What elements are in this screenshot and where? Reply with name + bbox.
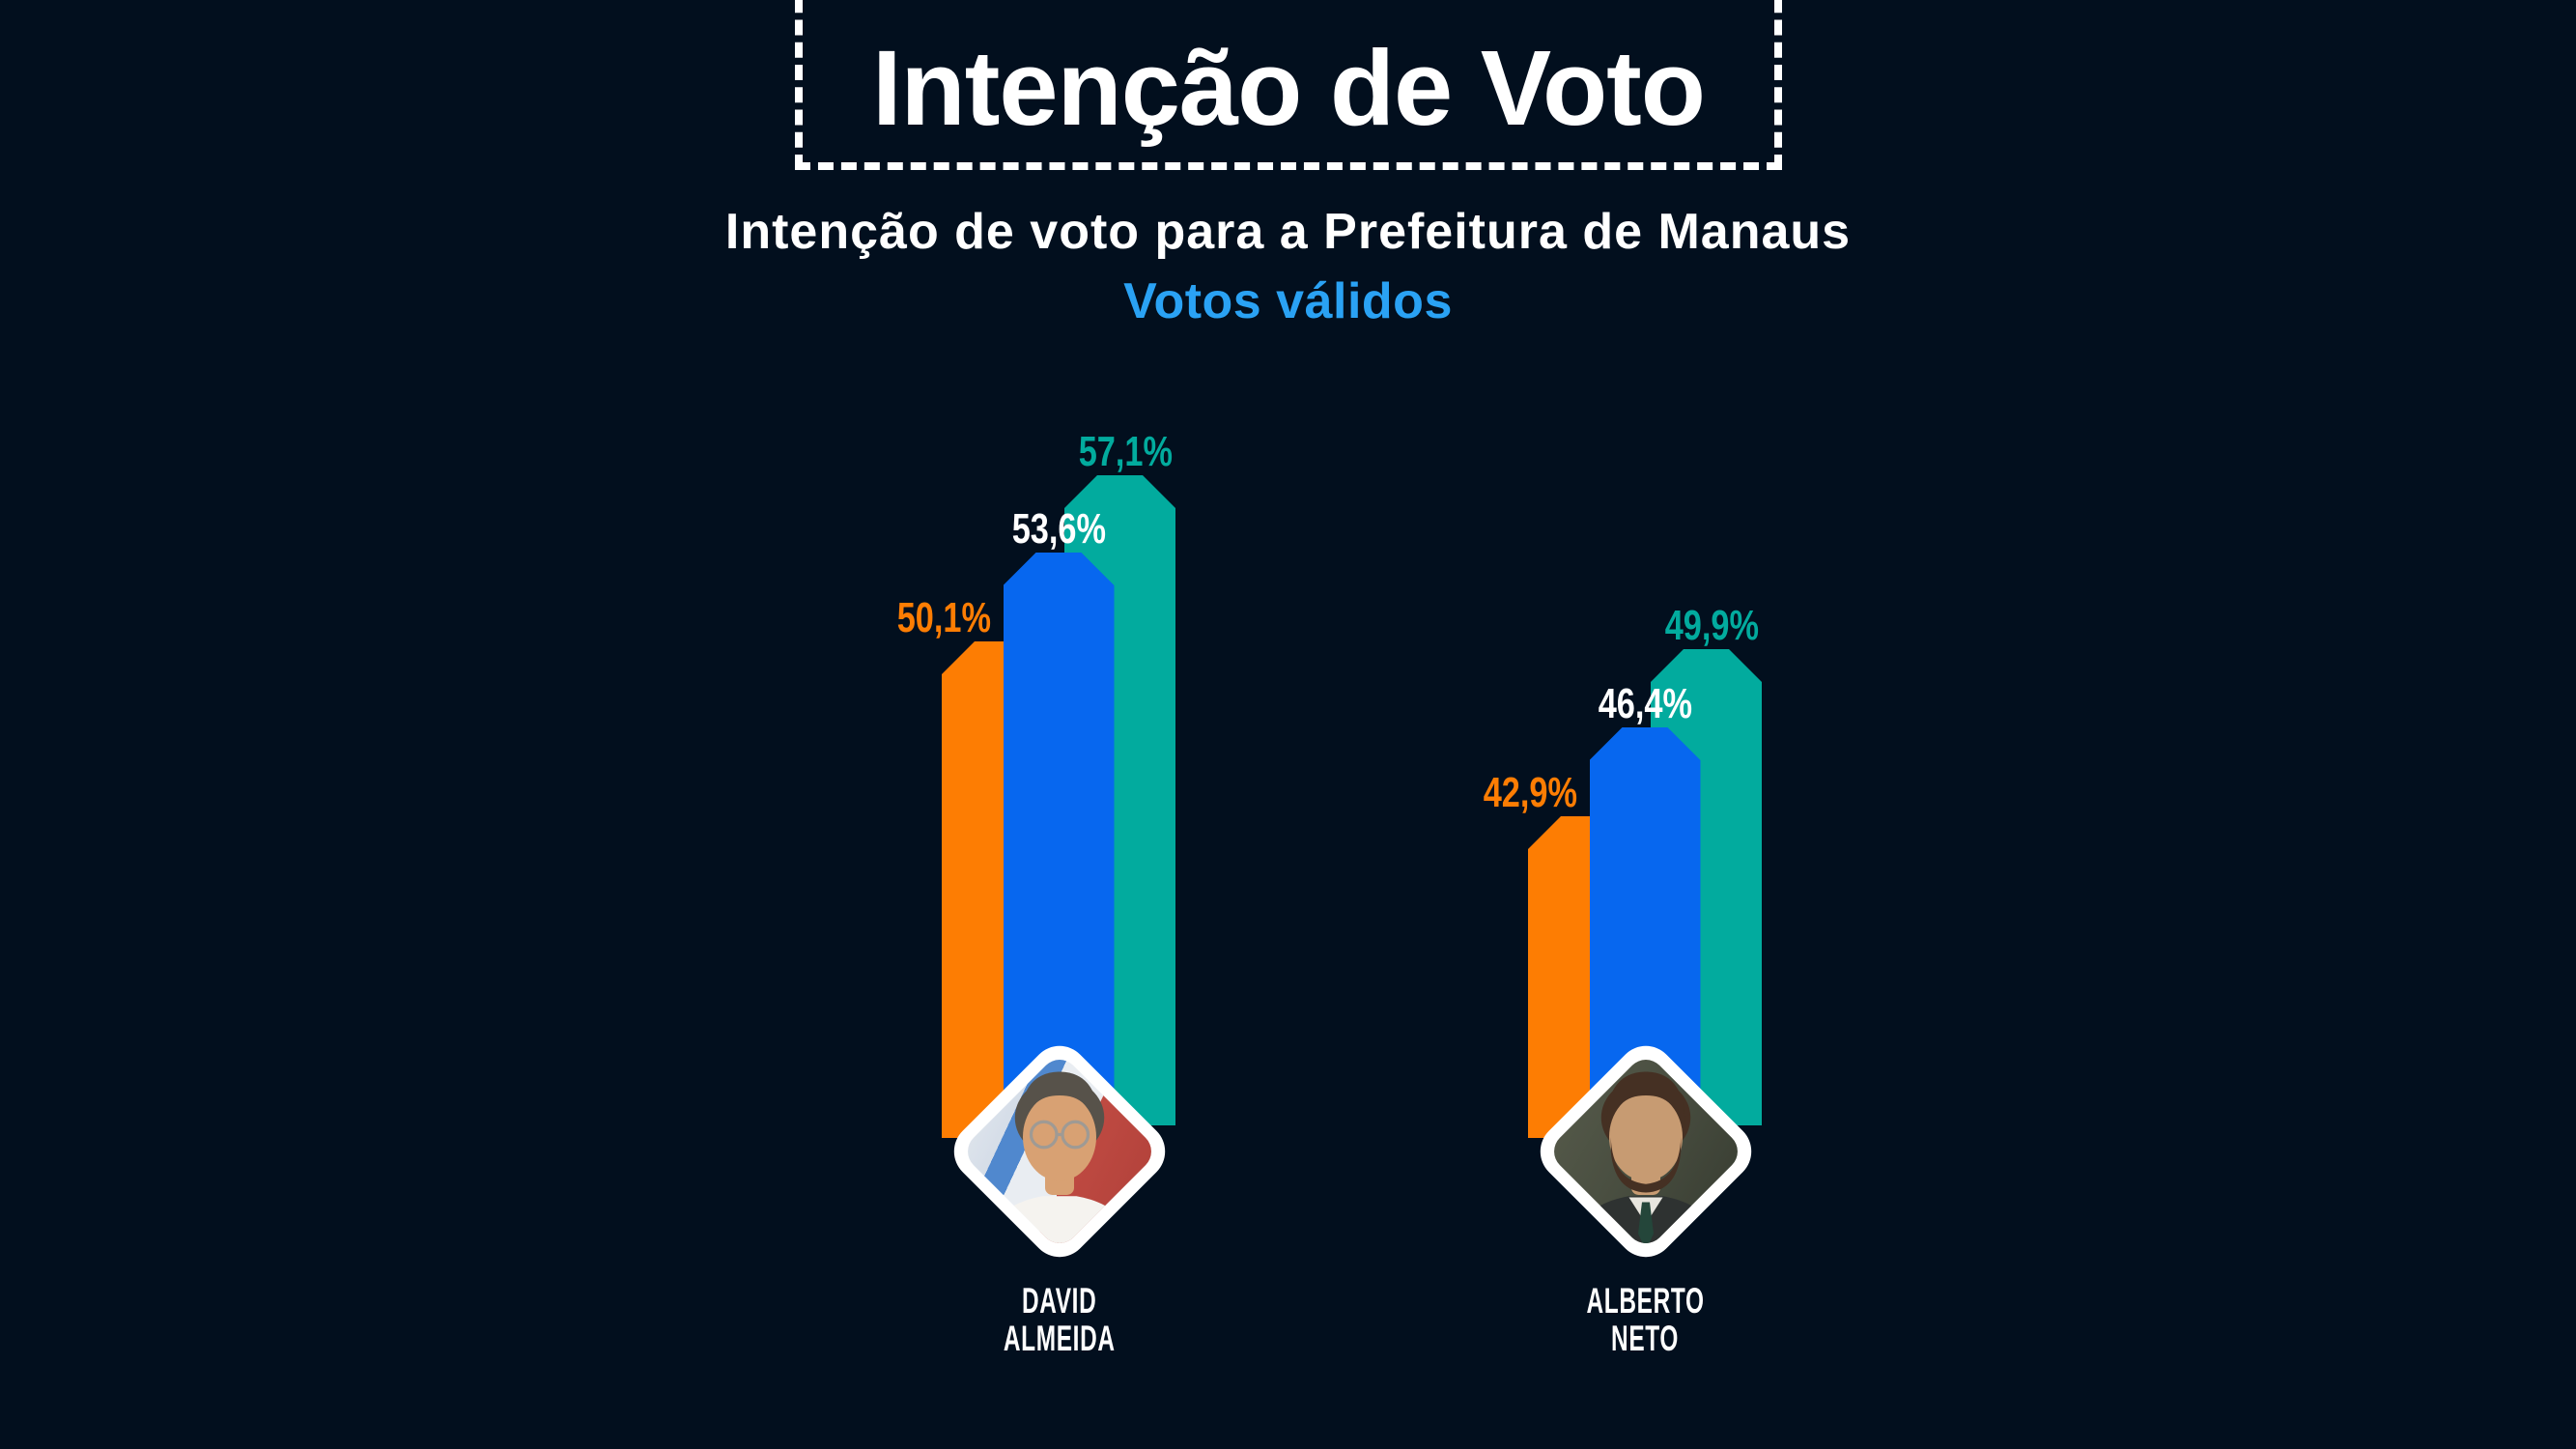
value-text: 50,1% — [896, 594, 991, 641]
value-text: 53,6% — [1011, 505, 1106, 553]
candidate-photo-frame-alberto-neto — [1527, 1034, 1764, 1269]
candidate-name-alberto-neto: ALBERTO NETO — [1482, 1282, 1810, 1357]
bar-blue-david-almeida — [1004, 553, 1115, 1132]
candidate-name-line: NETO — [1482, 1320, 1810, 1357]
candidate-name-text: DAVID — [1021, 1281, 1097, 1321]
value-label-orange-david-almeida: 50,1% — [828, 597, 1060, 639]
value-text: 46,4% — [1598, 680, 1692, 727]
candidate-name-text: ALMEIDA — [1003, 1319, 1116, 1358]
title-dashed-box — [795, 0, 1782, 170]
candidate-name-line: ALMEIDA — [895, 1320, 1224, 1357]
candidate-name-text: ALBERTO — [1586, 1281, 1705, 1321]
value-label-teal-david-almeida: 57,1% — [1010, 431, 1242, 473]
value-label-blue-david-almeida: 53,6% — [943, 508, 1175, 551]
candidate-name-text: NETO — [1611, 1319, 1680, 1358]
valid-votes-label: Votos válidos — [1123, 273, 1453, 329]
subtitle: Intenção de voto para a Prefeitura de Ma… — [724, 204, 1852, 260]
page-title: Intenção de Voto — [871, 29, 1706, 148]
value-label-blue-alberto-neto: 46,4% — [1529, 683, 1761, 725]
candidate-name-line: DAVID — [895, 1282, 1224, 1320]
value-label-orange-alberto-neto: 42,9% — [1414, 772, 1646, 814]
value-label-teal-alberto-neto: 49,9% — [1597, 605, 1828, 647]
candidate-name-line: ALBERTO — [1482, 1282, 1810, 1320]
candidate-photo-frame-david-almeida — [941, 1034, 1177, 1269]
candidate-name-david-almeida: DAVID ALMEIDA — [895, 1282, 1224, 1357]
value-text: 57,1% — [1078, 428, 1174, 475]
value-text: 49,9% — [1664, 602, 1760, 649]
value-text: 42,9% — [1483, 769, 1577, 816]
